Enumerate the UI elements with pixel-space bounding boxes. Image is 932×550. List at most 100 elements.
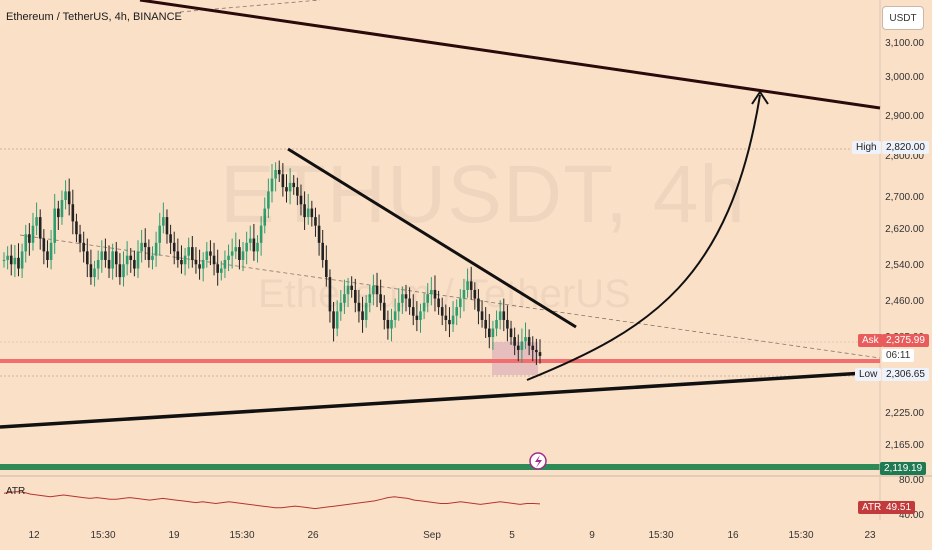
last-price-tag: 2,119.19 — [880, 462, 927, 475]
candle-body — [270, 178, 274, 192]
candle-body — [346, 285, 350, 295]
candle-body — [296, 187, 299, 196]
candle-body — [64, 191, 67, 200]
candle-body — [176, 251, 180, 260]
lightning-icon — [535, 455, 542, 468]
candle-body — [495, 319, 498, 329]
price-tick-label: 2,900.00 — [885, 111, 924, 122]
candle-body — [314, 217, 317, 226]
descending-trendline — [287, 147, 577, 329]
candle-body — [78, 234, 82, 243]
candle-body — [35, 217, 38, 226]
candle-body — [104, 251, 107, 260]
time-tick-label: Sep — [423, 530, 441, 541]
price-tick-label: 3,100.00 — [885, 38, 924, 49]
candle-body — [274, 169, 277, 179]
candle-body — [219, 268, 223, 273]
candle-body — [379, 294, 382, 303]
candle-body — [361, 311, 364, 320]
candle-body — [477, 298, 480, 312]
candle-body — [85, 251, 89, 265]
candle-body — [484, 319, 487, 329]
candle-body — [372, 285, 375, 295]
candle-body — [267, 191, 270, 209]
candle-body — [263, 208, 267, 226]
candle-body — [317, 225, 321, 243]
candle-body — [140, 242, 143, 252]
candle-body — [100, 251, 104, 260]
candle-body — [411, 307, 415, 316]
candle-body — [433, 289, 437, 299]
time-tick-label: 26 — [307, 530, 319, 541]
candle-body — [38, 217, 42, 239]
candle-body — [509, 328, 513, 338]
atr-indicator-label[interactable]: ATR — [6, 486, 26, 497]
candle-body — [368, 294, 372, 303]
candle-body — [53, 208, 57, 243]
rising-support-line — [0, 370, 881, 429]
candle-body — [419, 311, 422, 320]
price-tick-label: 2,620.00 — [885, 224, 924, 235]
candle-body — [292, 182, 296, 188]
projection-arrow — [526, 94, 761, 381]
candle-body — [281, 174, 285, 188]
price-tick-label: 3,000.00 — [885, 72, 924, 83]
currency-button[interactable]: USDT — [882, 6, 924, 30]
time-tick-label: 15:30 — [788, 530, 814, 541]
candle-body — [133, 259, 136, 269]
candle-body — [335, 311, 339, 329]
candle-body — [491, 328, 495, 338]
candle-body — [165, 217, 169, 235]
candle-body — [390, 319, 393, 329]
candle-body — [57, 208, 60, 218]
candle-body — [89, 264, 93, 278]
atr-line — [3, 491, 541, 510]
candle-body — [28, 234, 31, 243]
candle-body — [397, 302, 401, 312]
candle-body — [13, 257, 17, 265]
symbol-watermark: ETHUSDT, 4h — [220, 148, 746, 242]
price-tick-label: 2,460.00 — [885, 296, 924, 307]
candle-body — [524, 337, 527, 342]
candle-body — [96, 259, 100, 269]
candle-body — [375, 285, 379, 295]
atr-axis-top: 80.00 — [898, 475, 924, 486]
low-value: 2,306.65 — [882, 368, 929, 381]
price-tick-label: 2,165.00 — [885, 440, 924, 451]
candle-body — [288, 182, 292, 192]
price-tick-label: 2,225.00 — [885, 408, 924, 419]
candle-body — [487, 328, 491, 338]
candle-body — [234, 247, 238, 252]
candle-body — [60, 199, 64, 218]
candle-body — [209, 251, 212, 256]
candle-body — [180, 259, 183, 265]
candle-body — [118, 264, 122, 278]
candle-body — [444, 315, 448, 320]
candle-body — [93, 268, 96, 278]
atr-tag-value: 49.51 — [882, 501, 916, 514]
candle-body — [205, 251, 209, 260]
candle-body — [230, 251, 234, 256]
low-label: Low — [855, 368, 882, 381]
candle-body — [241, 251, 245, 260]
candle-body — [191, 247, 194, 260]
candle-body — [422, 302, 426, 312]
high-value: 2,820.00 — [882, 141, 929, 154]
candle-body — [259, 225, 263, 243]
atr-tag-label: ATR — [858, 501, 886, 514]
candle-body — [382, 302, 386, 320]
candle-body — [473, 289, 477, 299]
time-tick-label: 5 — [509, 530, 515, 541]
candle-body — [502, 311, 506, 320]
candle-body — [20, 251, 24, 269]
candle-body — [325, 259, 328, 278]
bottom-band — [0, 464, 880, 470]
time-tick-label: 19 — [168, 530, 180, 541]
candle-body — [169, 234, 172, 243]
candle-body — [151, 255, 154, 260]
price-tick-label: 2,800.00 — [885, 151, 924, 162]
candle-body — [194, 259, 198, 265]
candle-body — [158, 225, 162, 243]
